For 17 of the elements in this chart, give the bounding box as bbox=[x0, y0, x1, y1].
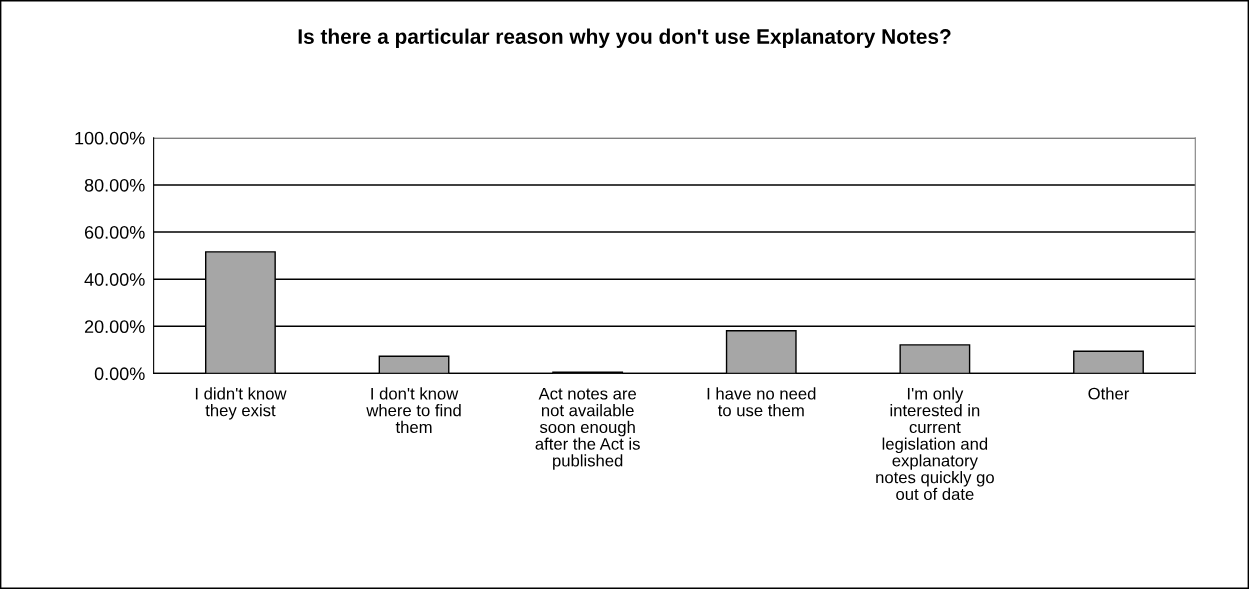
x-tick-label: I didn't know they exist bbox=[195, 387, 287, 420]
y-tick-label: 100.00% bbox=[75, 131, 145, 145]
x-tick-label: Act notes are not available soon enough after the Act is published bbox=[535, 387, 640, 470]
bar bbox=[378, 355, 450, 374]
x-tick-label: Other bbox=[1088, 387, 1130, 400]
x-tick-label: I don't know where to find them bbox=[366, 387, 461, 434]
y-tick-label: 60.00% bbox=[84, 226, 145, 239]
y-tick-label: 40.00% bbox=[84, 273, 145, 286]
x-tick-label: I have no need to use them bbox=[707, 387, 816, 417]
y-tick-label: 20.00% bbox=[84, 320, 145, 334]
y-tick-label: 80.00% bbox=[84, 178, 145, 192]
x-tick-label: I'm only interested in current legislation and explanatory notes quickly go out of date bbox=[876, 387, 994, 501]
bar bbox=[725, 330, 797, 374]
bar bbox=[899, 344, 971, 374]
y-tick-label: 0.00% bbox=[94, 367, 145, 381]
bar bbox=[1073, 350, 1144, 374]
chart-title: Is there a particular reason why you don't use Explanatory Notes? bbox=[298, 28, 951, 48]
